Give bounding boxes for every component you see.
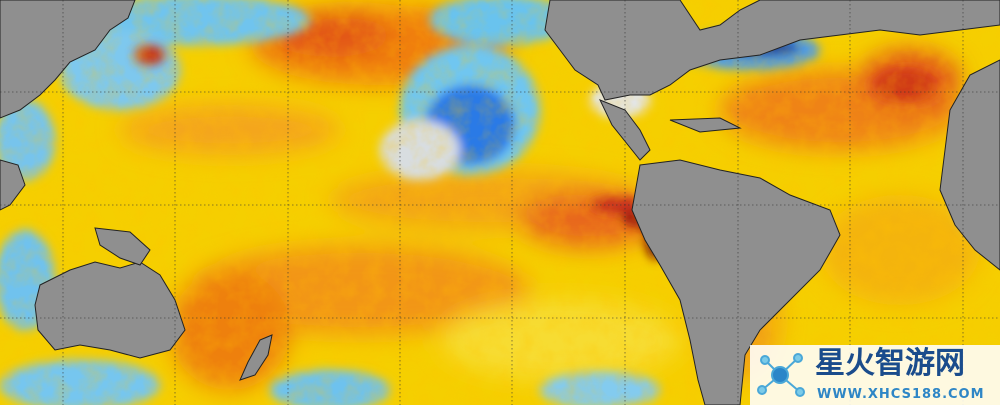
australia <box>34 261 186 359</box>
watermark-logo <box>757 353 805 397</box>
north-america <box>544 0 1000 101</box>
indochina <box>0 159 26 211</box>
south-america <box>631 159 841 405</box>
new-zealand <box>239 334 273 381</box>
watermark-title: 星火智游网 <box>815 346 965 381</box>
watermark: 星火智游网 WWW.XHCS188.COM <box>750 345 1000 405</box>
new-guinea <box>94 227 151 266</box>
watermark-background <box>750 345 1000 405</box>
africa <box>939 59 1000 271</box>
cuba <box>669 117 742 133</box>
watermark-url: WWW.XHCS188.COM <box>817 387 985 402</box>
central-america <box>598 99 651 161</box>
asia <box>0 0 136 119</box>
